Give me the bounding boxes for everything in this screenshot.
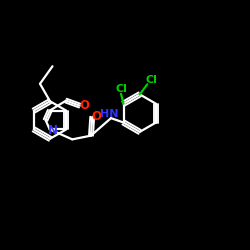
Text: Cl: Cl: [146, 75, 158, 85]
Text: Cl: Cl: [115, 84, 127, 94]
Text: O: O: [92, 110, 102, 123]
Text: HN: HN: [100, 108, 119, 118]
Text: O: O: [79, 99, 89, 112]
Text: N: N: [48, 124, 58, 137]
